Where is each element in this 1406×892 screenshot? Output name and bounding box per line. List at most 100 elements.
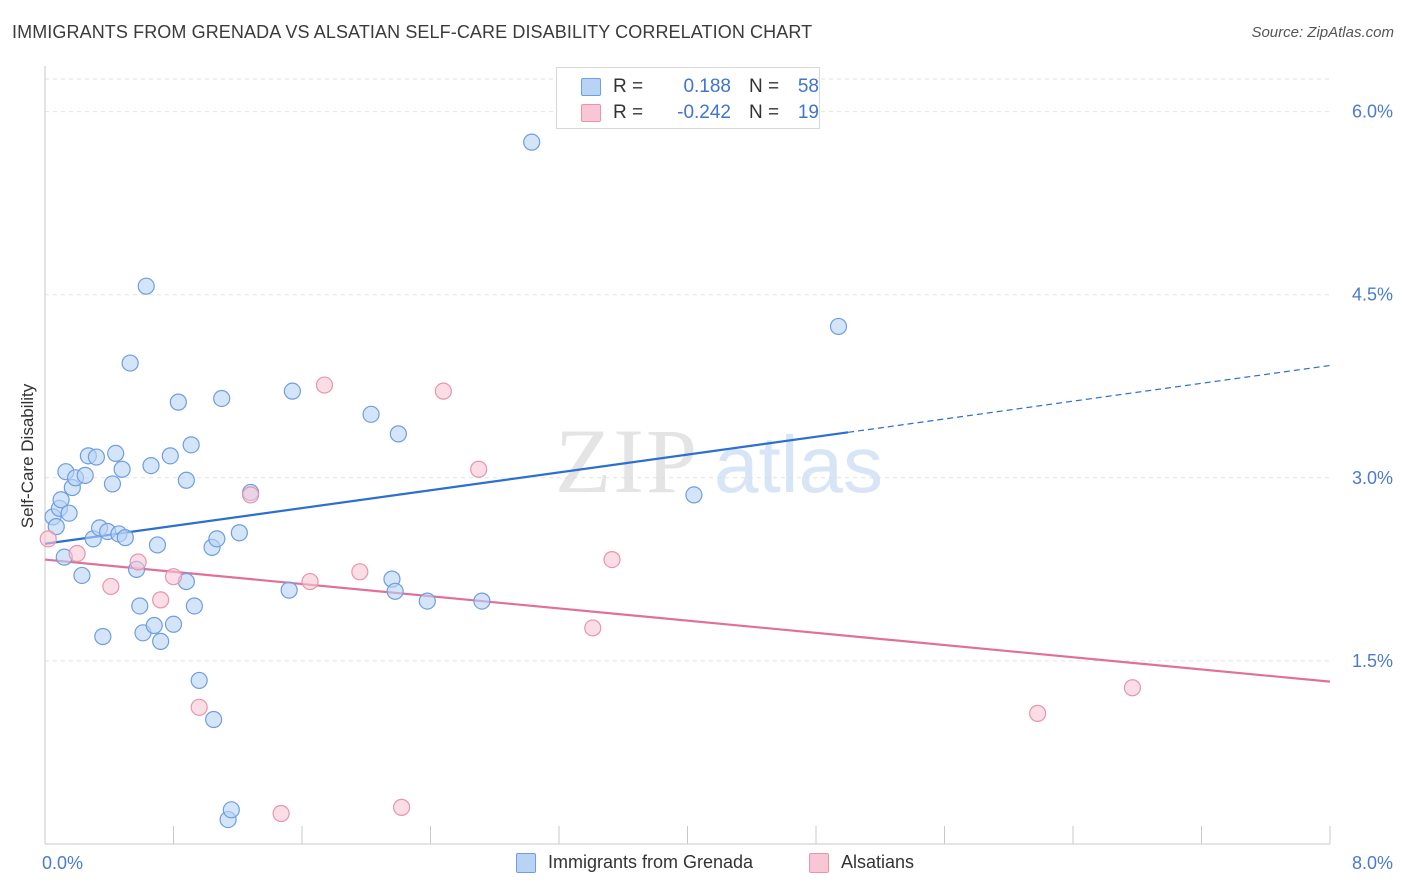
alsatian-point <box>1123 679 1142 697</box>
grenada-point <box>386 582 404 600</box>
n-value: 19 <box>797 102 819 123</box>
r-value: 0.188 <box>683 76 731 97</box>
legend-row-grenada: R = 0.188 N = 58 <box>581 74 819 100</box>
legend-label-alsatians: Alsatians <box>841 852 915 872</box>
n-value: 58 <box>797 76 819 97</box>
legend-label-grenada: Immigrants from Grenada <box>548 852 754 872</box>
grenada-point <box>137 277 155 295</box>
alsatian-point <box>164 568 183 586</box>
source-label: Source: ZipAtlas.com <box>1251 24 1394 41</box>
grenada-point <box>161 447 179 465</box>
alsatian-point <box>392 798 411 816</box>
grenada-point <box>205 710 223 729</box>
alsatian-point <box>584 619 602 637</box>
gridlines <box>45 78 1330 662</box>
grenada-point <box>169 393 187 411</box>
legend-swatch-pink <box>809 852 829 873</box>
grenada-point <box>685 486 703 504</box>
y-tick-label: 3.0% <box>1352 468 1393 488</box>
grenada-point <box>87 448 106 466</box>
alsatian-point <box>603 550 621 569</box>
n-label: N = <box>749 102 780 123</box>
grenada-point <box>362 405 380 423</box>
grenada-point <box>523 133 541 151</box>
series-legend: Immigrants from Grenada Alsatians <box>0 852 1406 878</box>
legend-item-alsatians: Alsatians <box>809 852 914 873</box>
grenada-point <box>418 592 436 610</box>
x-tick-label: 8.0% <box>1352 853 1393 873</box>
alsatian-point <box>315 376 334 394</box>
data-points <box>39 133 1142 829</box>
grenada-point <box>145 616 163 635</box>
alsatian-point <box>434 382 452 400</box>
grenada-point <box>103 475 122 493</box>
correlation-legend: R = 0.188 N = 58 R = -0.242 N = 19 <box>556 67 820 129</box>
alsatian-point <box>190 698 208 716</box>
grenada-point <box>177 471 195 489</box>
y-tick-label: 4.5% <box>1352 285 1393 305</box>
legend-item-grenada: Immigrants from Grenada <box>516 852 753 873</box>
watermark-atlas: atlas <box>714 420 883 509</box>
grenada-point <box>280 581 298 599</box>
grenada-point <box>213 389 231 408</box>
watermark-zip: ZIP <box>555 410 699 512</box>
grenada-point <box>283 382 301 400</box>
alsatian-point <box>470 460 488 478</box>
grenada-point <box>164 615 183 633</box>
grenada-point <box>148 536 167 554</box>
grenada-point <box>107 444 125 462</box>
grenada-point <box>131 597 149 615</box>
grenada-point <box>190 671 208 690</box>
y-axis-label: Self-Care Disability <box>18 383 37 528</box>
r-label: R = <box>613 102 644 123</box>
grenada-point <box>473 592 491 610</box>
grenada-point <box>389 425 407 443</box>
chart-title: IMMIGRANTS FROM GRENADA VS ALSATIAN SELF… <box>12 22 813 42</box>
grenada-point <box>121 354 139 372</box>
grenada-point <box>230 524 248 542</box>
alsatian-point <box>102 577 120 596</box>
legend-swatch-pink <box>581 104 601 122</box>
tick-labels: 1.5% 3.0% 4.5% 6.0% 0.0% 8.0% <box>42 102 1393 873</box>
trendlines <box>44 364 1331 683</box>
axes <box>44 66 1331 845</box>
y-tick-label: 6.0% <box>1352 102 1393 122</box>
n-label: N = <box>749 76 780 97</box>
grenada-point <box>47 518 65 536</box>
grenada-trendline <box>44 431 849 545</box>
r-value: -0.242 <box>677 102 731 123</box>
grenada-point <box>60 504 78 522</box>
alsatian-point <box>1029 704 1047 722</box>
legend-swatch-blue <box>581 78 601 96</box>
grenada-point <box>185 597 203 615</box>
alsatian-point <box>242 486 260 504</box>
x-tick-label: 0.0% <box>42 853 83 873</box>
grenada-point <box>73 566 91 585</box>
alsatian-trendline <box>44 558 1331 683</box>
grenada-point <box>116 529 134 547</box>
alsatian-point <box>39 530 57 548</box>
alsatian-point <box>152 591 170 609</box>
grenada-point <box>829 317 848 336</box>
grenada-point <box>76 466 94 484</box>
grenada-point <box>182 436 200 454</box>
alsatian-point <box>129 553 147 571</box>
r-label: R = <box>613 76 644 97</box>
grenada-point <box>113 460 131 478</box>
grenada-trendline-extension <box>848 364 1331 433</box>
alsatian-point <box>272 804 290 823</box>
alsatian-point <box>68 544 86 563</box>
legend-swatch-blue <box>516 852 536 873</box>
alsatian-point <box>351 563 369 581</box>
alsatian-point <box>301 572 319 591</box>
y-tick-label: 1.5% <box>1352 651 1393 671</box>
grenada-point <box>142 457 160 475</box>
grenada-point <box>94 627 112 646</box>
grenada-point <box>208 530 226 548</box>
grenada-point <box>222 801 240 819</box>
grenada-point <box>52 491 70 509</box>
grenada-point <box>152 632 170 650</box>
legend-row-alsatians: R = -0.242 N = 19 <box>581 100 819 126</box>
watermark: ZIP atlas <box>555 410 883 512</box>
